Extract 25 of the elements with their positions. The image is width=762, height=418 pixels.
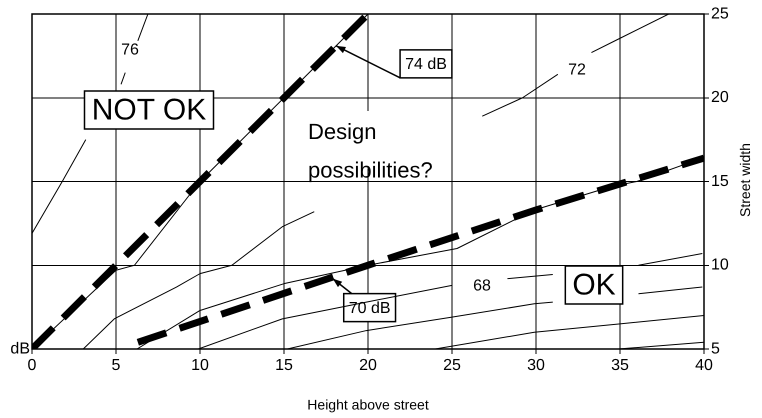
annotation: 70 dB	[348, 300, 391, 318]
annotation: 68	[473, 277, 491, 294]
annotation: 76	[121, 41, 139, 58]
y-axis-title: Street width	[737, 143, 753, 217]
text: dB	[10, 340, 30, 358]
annotation: NOT OK	[92, 93, 206, 126]
x-tick-label: 25	[443, 357, 461, 374]
annotation: Design possibilities?	[308, 119, 433, 183]
y-tick-label: 5	[711, 340, 720, 358]
x-tick-label: 15	[275, 357, 293, 374]
y-tick-label: 25	[711, 5, 729, 22]
x-tick-label: 40	[695, 357, 713, 374]
x-axis-title: Height above street	[307, 396, 429, 412]
x-tick-label: 35	[611, 357, 629, 374]
y-tick-label: 10	[711, 256, 729, 274]
annotation: OK	[572, 268, 616, 302]
y-tick-label: 15	[711, 172, 729, 190]
x-tick-label: 5	[112, 357, 121, 374]
x-tick-label: 10	[191, 357, 209, 374]
x-tick-label: 30	[527, 357, 545, 374]
y-tick-label: 20	[711, 89, 729, 106]
x-tick-label: 0	[28, 357, 37, 374]
x-tick-label: 20	[359, 357, 377, 374]
annotation: 72	[568, 61, 586, 78]
annotation: 74 dB	[405, 56, 447, 74]
